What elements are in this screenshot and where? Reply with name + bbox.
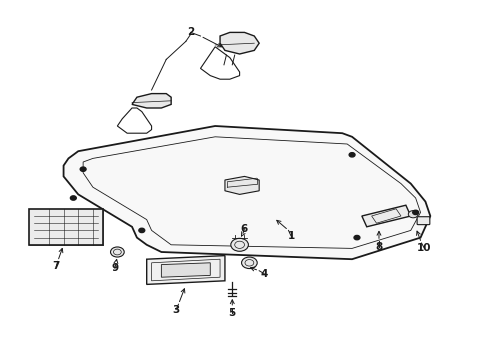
Circle shape (348, 153, 354, 157)
Text: 9: 9 (111, 263, 118, 273)
FancyBboxPatch shape (416, 217, 429, 225)
Circle shape (110, 247, 124, 257)
Circle shape (70, 196, 76, 200)
Text: 3: 3 (172, 305, 179, 315)
Circle shape (407, 211, 417, 218)
Text: 10: 10 (416, 243, 431, 253)
Text: 8: 8 (375, 242, 382, 252)
Polygon shape (146, 256, 224, 284)
Text: 1: 1 (287, 231, 294, 241)
Text: 7: 7 (52, 261, 60, 271)
Polygon shape (63, 126, 429, 259)
Polygon shape (224, 176, 259, 194)
Circle shape (353, 235, 359, 240)
Text: 4: 4 (260, 269, 267, 279)
Circle shape (80, 167, 86, 171)
Text: 5: 5 (228, 308, 235, 318)
Polygon shape (132, 94, 171, 108)
Circle shape (139, 228, 144, 233)
Polygon shape (220, 32, 259, 54)
Text: 6: 6 (241, 224, 247, 234)
Circle shape (230, 238, 248, 251)
Text: 2: 2 (187, 27, 194, 37)
Polygon shape (361, 205, 410, 227)
Circle shape (412, 210, 418, 215)
Polygon shape (161, 263, 210, 277)
Circle shape (241, 257, 257, 269)
Polygon shape (29, 209, 102, 245)
